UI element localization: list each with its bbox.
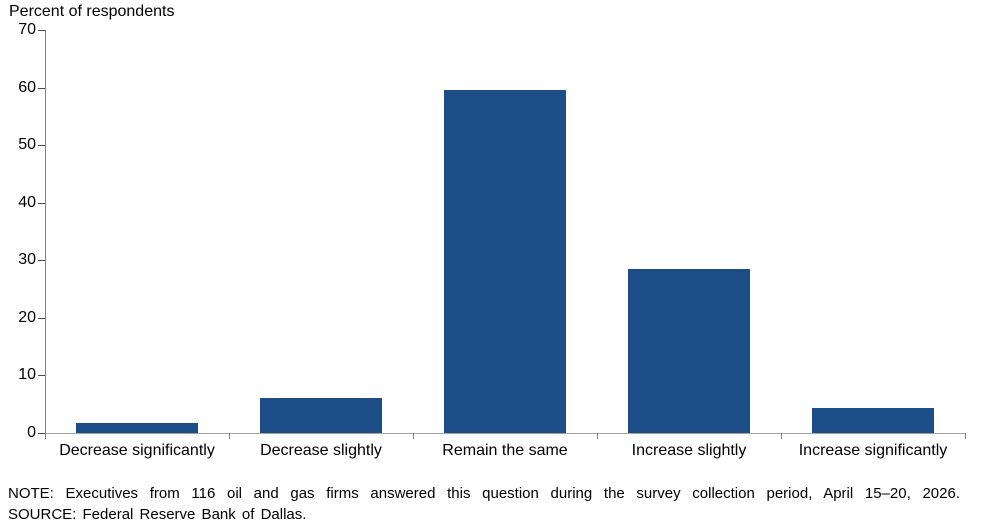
y-axis-line — [45, 30, 46, 433]
category-label-increase-slightly: Increase slightly — [631, 442, 747, 459]
y-axis-tick — [38, 145, 45, 146]
y-axis-tick-label: 60 — [18, 79, 36, 96]
category-label-remain-the-same: Remain the same — [442, 442, 568, 459]
x-axis-tick — [597, 433, 598, 439]
x-axis-tick — [965, 433, 966, 439]
bar-decrease-significantly — [76, 423, 198, 433]
x-axis-tick — [781, 433, 782, 439]
y-axis-tick — [38, 260, 45, 261]
y-axis-tick — [38, 30, 45, 31]
y-axis-tick — [38, 433, 45, 434]
x-axis-tick — [413, 433, 414, 439]
bar-increase-slightly — [628, 269, 750, 433]
x-axis-tick — [229, 433, 230, 439]
source-text: SOURCE: Federal Reserve Bank of Dallas. — [8, 506, 307, 523]
y-axis-tick — [38, 203, 45, 204]
x-axis-tick — [45, 433, 46, 439]
y-axis-tick-label: 50 — [18, 136, 36, 153]
y-axis-tick-label: 10 — [18, 366, 36, 383]
y-axis-tick-label: 30 — [18, 251, 36, 268]
y-axis-tick-label: 40 — [18, 194, 36, 211]
category-label-increase-significantly: Increase significantly — [798, 442, 948, 459]
y-axis-tick-label: 70 — [18, 21, 36, 38]
y-axis-tick-label: 0 — [27, 424, 36, 441]
bar-remain-the-same — [444, 90, 566, 433]
y-axis-tick — [38, 375, 45, 376]
category-label-decrease-slightly: Decrease slightly — [260, 442, 382, 459]
y-axis-tick — [38, 88, 45, 89]
x-axis-line — [45, 433, 965, 434]
category-label-decrease-significantly: Decrease significantly — [59, 442, 215, 459]
note-text: NOTE: Executives from 116 oil and gas fi… — [8, 485, 960, 502]
y-axis-tick — [38, 318, 45, 319]
y-axis-tick-label: 20 — [18, 309, 36, 326]
bar-increase-significantly — [812, 408, 934, 433]
chart-title: Percent of respondents — [9, 3, 175, 20]
bar-decrease-slightly — [260, 398, 382, 433]
